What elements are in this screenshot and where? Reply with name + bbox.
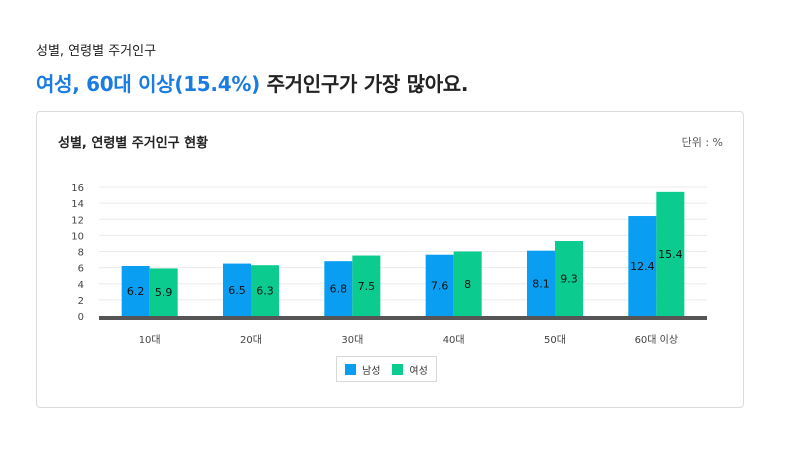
data-label: 6.5 [228,284,246,297]
chart-title: 성별, 연령별 주거인구 현황 [58,136,209,151]
legend-item-female[interactable]: 여성 [392,362,428,377]
x-axis-baseline [99,316,707,320]
headline-highlight: 여성, 60대 이상(15.4%) [36,72,260,96]
bar-female [352,255,381,316]
bar-male [324,261,353,316]
data-label: 12.4 [630,260,655,273]
y-tick-label: 16 [71,183,84,194]
data-label: 5.9 [155,286,173,299]
legend-swatch-male [345,363,356,375]
x-tick-label: 30대 [341,334,363,346]
y-tick-label: 14 [71,199,84,210]
y-tick-label: 4 [78,280,84,291]
x-tick-label: 20대 [240,334,262,346]
y-tick-label: 12 [71,215,84,226]
data-label: 15.4 [658,248,683,261]
data-label: 7.6 [431,279,449,292]
x-tick-label: 10대 [139,334,161,346]
bar-female [656,191,685,316]
bar-chart: 0 2 4 6 8 10 12 14 16 6.2 5.9 10대 6.5 6.3 20대 6.8 7.5 30대… [71,183,707,346]
chart-card: 성별, 연령별 주거인구 현황 단위 : % 0 2 4 6 8 10 12 14 16 6.2 5… [36,111,744,408]
legend-label-male: 남성 [362,365,381,377]
bar-male [223,263,251,316]
data-label: 6.8 [330,283,348,296]
x-tick-label: 50대 [544,334,566,346]
legend-item-male[interactable]: 남성 [345,362,380,377]
data-label: 7.5 [358,280,376,293]
y-tick-label: 10 [71,231,84,242]
x-tick-label: 60대 이상 [635,334,679,346]
y-tick-label: 6 [78,264,84,275]
bar-male [425,254,454,316]
legend-swatch-female [392,363,404,375]
data-label: 6.3 [256,285,274,298]
headline: 여성, 60대 이상(15.4%) 주거인구가 가장 많아요. [36,68,469,97]
x-tick-label: 40대 [443,334,465,346]
chart-legend: 남성 여성 [336,356,437,382]
section-eyebrow: 성별, 연령별 주거인구 [36,44,157,59]
y-tick-label: 0 [78,312,84,323]
unit-label: 단위 : % [681,136,723,149]
data-label: 8 [464,278,471,291]
data-label: 8.1 [532,277,550,290]
bar-male [121,266,150,316]
headline-rest: 주거인구가 가장 많아요. [259,72,469,96]
bar-male [527,250,555,316]
y-tick-label: 8 [78,248,84,259]
bar-female [251,265,279,316]
bar-female [555,241,583,316]
bar-male [628,216,657,316]
bar-female [453,251,482,316]
bar-female [149,268,178,316]
y-tick-label: 2 [78,296,84,307]
data-label: 6.2 [127,285,144,298]
data-label: 9.3 [560,273,578,286]
legend-label-female: 여성 [409,365,428,377]
